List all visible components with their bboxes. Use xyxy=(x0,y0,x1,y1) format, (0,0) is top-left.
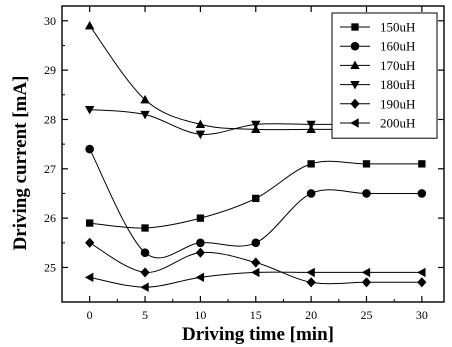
legend-marker xyxy=(351,23,359,31)
legend-entry: 160uH xyxy=(340,39,415,54)
y-tick-label: 28 xyxy=(44,112,56,126)
data-point xyxy=(196,214,205,222)
data-point xyxy=(361,267,371,278)
legend-label: 180uH xyxy=(380,77,415,92)
legend-marker xyxy=(350,60,360,70)
legend-marker xyxy=(350,80,360,90)
legend-entry: 180uH xyxy=(340,77,415,92)
legend-label: 200uH xyxy=(380,116,415,131)
data-point xyxy=(84,20,95,30)
x-tick-label: 20 xyxy=(305,308,317,322)
data-point xyxy=(306,267,315,278)
y-axis-title: Driving current [mA] xyxy=(10,76,31,251)
data-point xyxy=(196,238,205,248)
x-axis-title: Driving time [min] xyxy=(182,324,334,345)
data-point xyxy=(362,160,371,168)
series-line xyxy=(89,160,422,229)
data-point xyxy=(85,237,95,248)
data-point xyxy=(251,257,261,268)
legend: 150uH 160uH 170uH 180uH 190uH 200uH xyxy=(331,12,438,139)
x-tick-label: 25 xyxy=(360,308,372,322)
data-point xyxy=(140,282,149,292)
legend-marker xyxy=(350,118,359,128)
data-point xyxy=(252,194,260,203)
data-point xyxy=(140,110,150,120)
x-tick-label: 10 xyxy=(194,308,206,322)
data-point xyxy=(195,130,206,140)
data-point xyxy=(140,248,150,257)
y-tick-label: 25 xyxy=(44,260,56,274)
data-point xyxy=(361,277,372,288)
y-tick-label: 27 xyxy=(44,162,56,176)
legend-entry: 170uH xyxy=(340,58,415,73)
series-150uH xyxy=(86,160,426,232)
x-tick-label: 5 xyxy=(142,308,148,322)
data-point xyxy=(306,277,316,288)
data-point xyxy=(84,105,95,115)
series-160uH xyxy=(85,144,427,259)
x-tick-label: 15 xyxy=(250,308,262,322)
plot-frame xyxy=(61,5,445,303)
x-tick-label: 0 xyxy=(87,308,93,322)
legend-label: 160uH xyxy=(380,39,415,54)
series-200uH xyxy=(84,267,426,292)
plot-layer: 0 5 10 15 20 25 30 25 26 27 28 29 30 xyxy=(44,5,445,322)
y-tick-label: 26 xyxy=(44,211,56,225)
data-point xyxy=(141,224,149,232)
data-point xyxy=(306,120,316,130)
data-point xyxy=(85,144,94,154)
data-point xyxy=(250,267,260,278)
data-point xyxy=(195,247,206,258)
data-point xyxy=(306,189,316,198)
data-point xyxy=(195,272,205,283)
data-point xyxy=(362,189,371,198)
data-point xyxy=(307,160,315,168)
legend-entry: 150uH xyxy=(340,20,415,35)
data-point xyxy=(417,267,426,278)
data-point xyxy=(140,267,150,278)
legend-marker xyxy=(350,41,360,51)
legend-label: 190uH xyxy=(380,96,415,111)
data-point xyxy=(418,160,426,168)
data-point xyxy=(140,94,150,104)
data-point xyxy=(195,119,206,129)
y-tick-label: 29 xyxy=(44,63,56,77)
series-190uH xyxy=(85,237,427,288)
legend-box xyxy=(331,12,438,139)
legend-label: 170uH xyxy=(380,58,415,73)
data-point xyxy=(251,120,261,130)
legend-marker xyxy=(350,98,360,109)
data-point xyxy=(417,277,427,288)
legend-entry: 200uH xyxy=(340,116,415,131)
legend-entry: 190uH xyxy=(340,96,415,111)
data-point xyxy=(417,189,427,198)
data-point xyxy=(251,238,261,248)
x-tick-label: 30 xyxy=(416,308,428,322)
legend-label: 150uH xyxy=(380,20,415,35)
y-tick-label: 30 xyxy=(44,14,56,28)
data-point xyxy=(86,219,94,227)
data-point xyxy=(84,272,94,283)
